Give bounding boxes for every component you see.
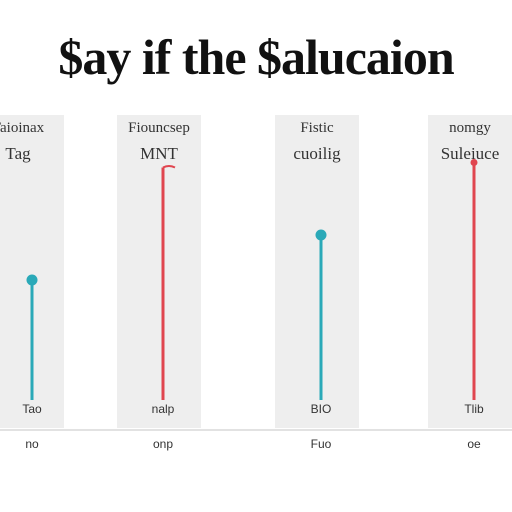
stem-value-label-4: Tlib bbox=[464, 402, 484, 416]
category-label-3: Fuo bbox=[311, 437, 332, 451]
stem-marker-3 bbox=[315, 229, 327, 241]
category-label-2: onp bbox=[153, 437, 173, 451]
chart-title: $ay if the $alucaion bbox=[58, 29, 454, 85]
panel-background-3 bbox=[275, 115, 359, 428]
panel-background-4 bbox=[428, 115, 512, 428]
stem-marker-4 bbox=[470, 159, 478, 166]
panel-subtitle-1: Tag bbox=[5, 144, 31, 163]
category-label-4: oe bbox=[467, 437, 481, 451]
panel-subtitle-2: MNT bbox=[140, 144, 178, 163]
panel-subtitle-4: Suleiuce bbox=[441, 144, 500, 163]
stem-value-label-1: Tao bbox=[22, 402, 42, 416]
stem-value-label-3: BIO bbox=[311, 402, 332, 416]
stem-marker-1 bbox=[26, 274, 38, 286]
panel-title-3: Fistic bbox=[300, 120, 334, 136]
panel-title-4: nomgy bbox=[449, 120, 491, 136]
panel-background-2 bbox=[117, 115, 201, 428]
category-label-1: no bbox=[25, 437, 39, 451]
panel-subtitle-3: cuoilig bbox=[293, 144, 341, 163]
stem-value-label-2: nalp bbox=[152, 402, 175, 416]
panel-title-1: Taioinax bbox=[0, 120, 45, 136]
stem-marker-2 bbox=[162, 165, 176, 169]
panel-title-2: Fiouncsep bbox=[128, 120, 190, 136]
